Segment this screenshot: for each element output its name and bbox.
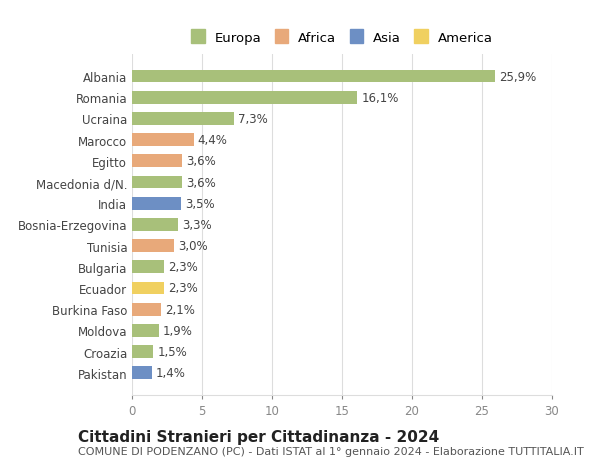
Text: 2,3%: 2,3%: [169, 261, 198, 274]
Text: COMUNE DI PODENZANO (PC) - Dati ISTAT al 1° gennaio 2024 - Elaborazione TUTTITAL: COMUNE DI PODENZANO (PC) - Dati ISTAT al…: [78, 447, 584, 456]
Text: 25,9%: 25,9%: [499, 70, 536, 84]
Bar: [132, 282, 164, 295]
Text: 4,4%: 4,4%: [198, 134, 227, 147]
Text: 2,3%: 2,3%: [169, 282, 198, 295]
Bar: [132, 113, 234, 125]
Text: Cittadini Stranieri per Cittadinanza - 2024: Cittadini Stranieri per Cittadinanza - 2…: [78, 429, 439, 444]
Text: 3,6%: 3,6%: [187, 176, 217, 189]
Bar: [132, 176, 182, 189]
Bar: [132, 92, 358, 104]
Bar: [132, 261, 164, 274]
Bar: [132, 71, 494, 83]
Bar: [132, 346, 153, 358]
Text: 16,1%: 16,1%: [362, 91, 399, 105]
Legend: Europa, Africa, Asia, America: Europa, Africa, Asia, America: [187, 28, 497, 49]
Text: 3,6%: 3,6%: [187, 155, 217, 168]
Bar: [132, 134, 194, 147]
Bar: [132, 218, 178, 231]
Text: 1,5%: 1,5%: [157, 345, 187, 358]
Text: 7,3%: 7,3%: [238, 112, 268, 126]
Bar: [132, 155, 182, 168]
Bar: [132, 303, 161, 316]
Text: 1,4%: 1,4%: [156, 366, 185, 380]
Text: 2,1%: 2,1%: [166, 303, 196, 316]
Bar: [132, 197, 181, 210]
Text: 1,9%: 1,9%: [163, 324, 193, 337]
Text: 3,5%: 3,5%: [185, 197, 215, 210]
Text: 3,3%: 3,3%: [182, 218, 212, 231]
Bar: [132, 240, 174, 252]
Bar: [132, 325, 158, 337]
Text: 3,0%: 3,0%: [178, 240, 208, 252]
Bar: [132, 367, 152, 379]
